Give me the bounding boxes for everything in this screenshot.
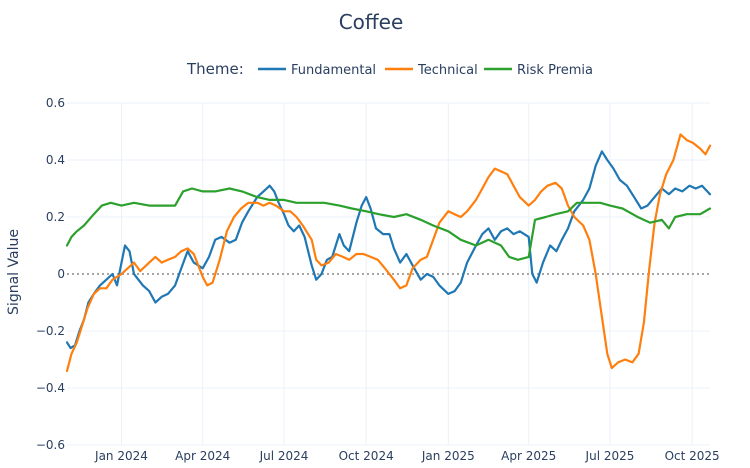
x-tick-label: Jul 2024: [259, 449, 309, 463]
y-tick-label: −0.6: [36, 438, 65, 452]
y-tick-label: 0.4: [46, 153, 65, 167]
legend-label: Risk Premia: [517, 63, 593, 78]
legend-label: Technical: [417, 63, 478, 78]
x-tick-label: Jan 2025: [421, 449, 475, 463]
y-tick-labels: −0.6 −0.4 −0.2 0 0.2 0.4 0.6: [36, 96, 65, 452]
series-lines: [65, 133, 712, 372]
series-line-technical[interactable]: [65, 133, 712, 372]
y-tick-label: −0.4: [36, 381, 65, 395]
x-tick-label: Apr 2025: [501, 449, 556, 463]
y-tick-label: −0.2: [36, 324, 65, 338]
x-tick-labels: Jan 2024 Apr 2024 Jul 2024 Oct 2024 Jan 2025…: [94, 449, 720, 463]
y-tick-label: 0: [57, 267, 65, 281]
x-tick-label: Oct 2024: [339, 449, 394, 463]
legend-items: Fundamental Technical Risk Premia: [258, 63, 593, 78]
legend-item-technical[interactable]: Technical: [385, 63, 478, 78]
legend-title: Theme:: [186, 60, 244, 78]
x-tick-label: Jan 2024: [94, 449, 148, 463]
x-tick-label: Apr 2024: [175, 449, 230, 463]
y-axis-label: Signal Value: [6, 229, 22, 315]
series-line-fundamental[interactable]: [65, 150, 712, 350]
y-tick-label: 0.6: [46, 96, 65, 110]
legend-item-fundamental[interactable]: Fundamental: [258, 63, 376, 78]
x-tick-label: Jul 2025: [585, 449, 635, 463]
y-tick-label: 0.2: [46, 210, 65, 224]
legend: Theme: Fundamental Technical Risk Premia: [186, 60, 593, 78]
legend-item-risk-premia[interactable]: Risk Premia: [484, 63, 593, 78]
series-line-risk-premia[interactable]: [65, 187, 712, 261]
chart-title: Coffee: [339, 10, 404, 34]
x-tick-label: Oct 2025: [665, 449, 720, 463]
legend-label: Fundamental: [291, 63, 376, 78]
